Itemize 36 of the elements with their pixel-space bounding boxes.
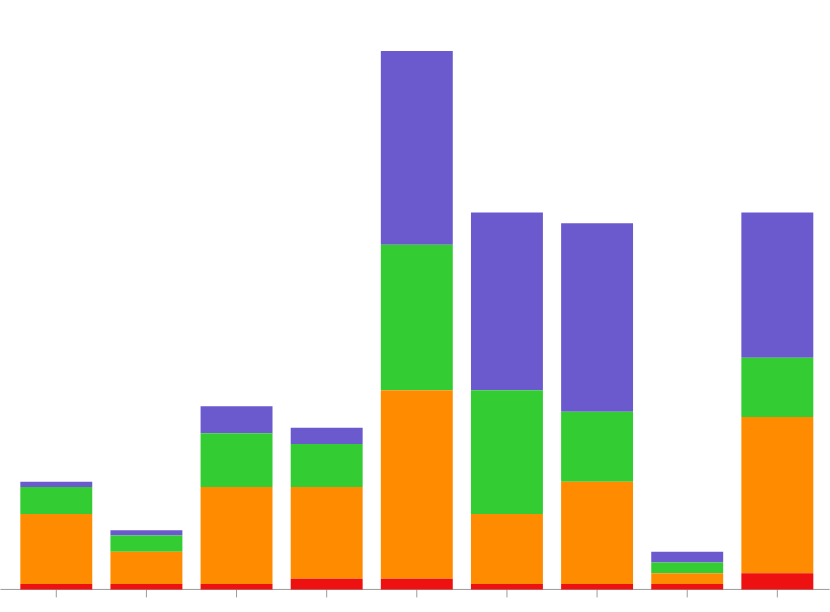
bar — [470, 212, 543, 391]
bar — [20, 514, 93, 585]
bar — [110, 584, 183, 590]
bar — [20, 487, 93, 515]
bar — [741, 417, 814, 574]
bar — [561, 584, 634, 590]
bar — [110, 530, 183, 537]
bar — [200, 487, 273, 585]
bar — [200, 406, 273, 434]
bar — [561, 412, 634, 483]
bar — [470, 514, 543, 585]
bar — [470, 584, 543, 590]
bar — [290, 428, 363, 445]
bar — [651, 584, 724, 590]
bar — [380, 579, 453, 590]
bar — [651, 573, 724, 585]
bar — [110, 552, 183, 585]
bar — [200, 584, 273, 590]
bar — [651, 562, 724, 574]
bar — [290, 444, 363, 488]
bar — [20, 584, 93, 590]
bar — [561, 223, 634, 413]
bar — [651, 552, 724, 563]
bar — [110, 536, 183, 553]
bar — [380, 245, 453, 391]
bar — [380, 51, 453, 246]
bar — [741, 573, 814, 590]
bar — [741, 358, 814, 418]
bar — [470, 390, 543, 515]
bar — [20, 482, 93, 488]
bar — [290, 579, 363, 590]
bar — [380, 390, 453, 580]
bar — [200, 433, 273, 488]
bar — [741, 212, 814, 359]
bar — [290, 487, 363, 580]
bar — [561, 482, 634, 585]
